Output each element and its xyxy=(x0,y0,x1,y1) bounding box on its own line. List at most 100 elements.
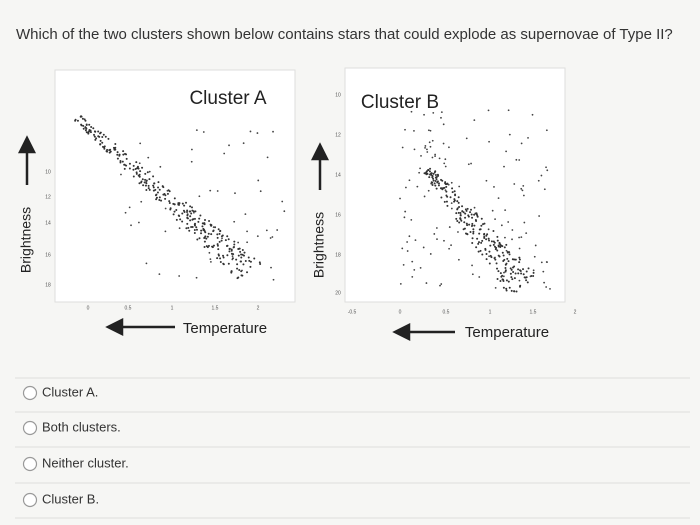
star-dot xyxy=(161,185,164,188)
star-dot xyxy=(258,261,261,264)
y-tick-label: 10 xyxy=(45,169,51,175)
option-label[interactable]: Cluster A. xyxy=(42,384,98,399)
star-dot xyxy=(466,207,469,210)
star-dot xyxy=(488,250,491,253)
star-dot xyxy=(481,239,484,242)
option[interactable]: Cluster B. xyxy=(22,491,100,508)
star-dot xyxy=(104,135,107,138)
star-dot xyxy=(453,190,456,193)
star-dot xyxy=(138,182,141,185)
star-dot xyxy=(132,168,135,171)
star-dot xyxy=(432,179,435,182)
star-dot xyxy=(404,128,406,131)
star-dot xyxy=(157,186,160,189)
star-dot xyxy=(242,263,245,266)
star-dot xyxy=(244,213,247,215)
star-dot xyxy=(509,267,512,270)
y-tick-label: 18 xyxy=(335,252,341,258)
star-dot xyxy=(249,265,252,268)
star-dot xyxy=(79,115,82,118)
star-dot xyxy=(428,170,431,173)
star-dot xyxy=(249,130,252,133)
radio-button[interactable] xyxy=(22,385,38,401)
star-dot xyxy=(241,269,243,272)
star-dot xyxy=(521,189,524,192)
star-dot xyxy=(147,156,150,159)
star-dot xyxy=(443,162,446,165)
option-label[interactable]: Both clusters. xyxy=(42,419,121,434)
star-dot xyxy=(472,228,475,231)
star-dot xyxy=(459,217,462,220)
star-dot xyxy=(473,119,476,121)
star-dot xyxy=(493,245,496,248)
star-dot xyxy=(270,266,272,269)
star-dot xyxy=(416,185,419,188)
star-dot xyxy=(101,136,104,139)
star-dot xyxy=(442,123,445,126)
star-dot xyxy=(456,200,459,203)
star-dot xyxy=(103,147,106,150)
star-dot xyxy=(189,210,192,213)
option-label[interactable]: Neither cluster. xyxy=(42,455,129,470)
y-tick-label: 12 xyxy=(335,132,341,138)
star-dot xyxy=(480,217,483,220)
star-dot xyxy=(471,241,474,244)
star-dot xyxy=(464,212,467,215)
radio-button[interactable] xyxy=(22,492,38,508)
star-dot xyxy=(169,207,172,210)
star-dot xyxy=(496,267,499,270)
star-dot xyxy=(231,255,234,258)
star-dot xyxy=(504,267,507,270)
figure-title: Cluster B xyxy=(361,92,439,113)
star-dot xyxy=(102,133,105,136)
star-dot xyxy=(463,221,466,224)
star-dot xyxy=(446,204,449,207)
star-dot xyxy=(444,189,447,192)
star-dot xyxy=(505,279,508,282)
star-dot xyxy=(283,210,286,213)
star-dot xyxy=(480,224,483,227)
star-dot xyxy=(414,239,417,242)
star-dot xyxy=(172,213,175,216)
option[interactable]: Both clusters. xyxy=(22,419,121,436)
star-dot xyxy=(480,241,483,244)
star-dot xyxy=(433,233,436,235)
star-dot xyxy=(144,178,147,181)
star-dot xyxy=(168,200,171,203)
option[interactable]: Cluster A. xyxy=(22,384,99,401)
star-dot xyxy=(442,142,445,145)
star-dot xyxy=(527,267,530,270)
star-dot xyxy=(501,251,504,254)
x-tick-label: 0 xyxy=(399,309,402,315)
star-dot xyxy=(121,160,124,163)
star-dot xyxy=(217,248,220,251)
star-dot xyxy=(488,255,490,258)
star-dot xyxy=(233,240,236,243)
star-dot xyxy=(461,210,464,213)
star-dot xyxy=(135,171,138,174)
star-dot xyxy=(435,227,438,229)
star-dot xyxy=(148,178,151,181)
star-dot xyxy=(116,151,119,154)
star-dot xyxy=(496,277,499,280)
option[interactable]: Neither cluster. xyxy=(22,455,129,472)
star-dot xyxy=(266,156,269,159)
star-dot xyxy=(504,209,507,212)
star-dot xyxy=(220,235,223,238)
star-dot xyxy=(455,212,458,215)
star-dot xyxy=(239,250,242,253)
radio-button[interactable] xyxy=(22,456,38,472)
radio-button[interactable] xyxy=(22,420,38,436)
star-dot xyxy=(241,249,244,252)
star-dot xyxy=(446,195,449,198)
star-dot xyxy=(224,239,227,242)
star-dot xyxy=(218,240,221,243)
star-dot xyxy=(189,205,192,208)
star-dot xyxy=(276,229,279,231)
star-dot xyxy=(249,260,252,263)
star-dot xyxy=(489,244,492,247)
star-dot xyxy=(195,129,198,132)
option-label[interactable]: Cluster B. xyxy=(42,491,99,506)
star-dot xyxy=(461,205,464,208)
star-dot xyxy=(185,227,188,230)
